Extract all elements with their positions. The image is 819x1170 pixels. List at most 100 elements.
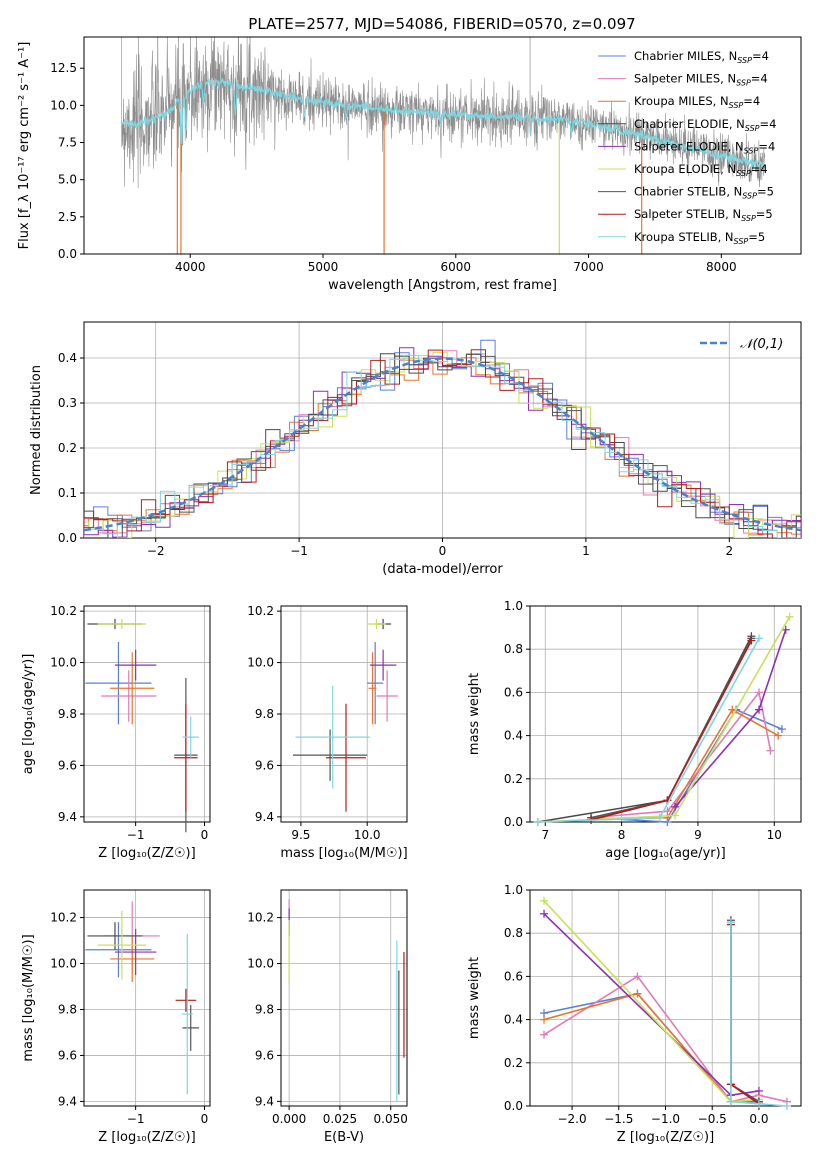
x-tick-label: −1: [127, 1112, 145, 1126]
mass-weight-point-marker: [781, 625, 790, 634]
legend-subscript: SSP: [734, 237, 749, 246]
y-tick-label: 0.2: [58, 441, 77, 455]
residual-plot-area: [84, 339, 801, 538]
mass-weight-series-line: [537, 616, 791, 823]
x-tick-label: 10.0: [354, 828, 381, 842]
y-tick-label: 9.4: [58, 1094, 77, 1108]
y-tick-label: 7.5: [58, 136, 77, 150]
y-axis-label: age [log₁₀(age/yr)]: [21, 654, 36, 775]
mass-weight-point-marker: [755, 705, 764, 714]
y-tick-label: 12.5: [50, 61, 77, 75]
mass-weight-point-marker: [754, 1086, 763, 1095]
x-axis-label: Z [log₁₀(Z/Z☉)]: [617, 1130, 714, 1145]
mass-weight-series-line: [730, 922, 788, 1107]
mass-weight-point-marker: [755, 688, 764, 697]
mass-weight-point-marker: [663, 813, 672, 822]
y-tick-label: 0.3: [58, 396, 77, 410]
residual-histogram-series: [84, 354, 801, 538]
mass-weight-point-marker: [540, 1015, 549, 1024]
mass-weight-point-marker: [747, 636, 756, 645]
x-tick-label: 0.000: [272, 1112, 306, 1126]
x-axis-label: Z [log₁₀(Z/Z☉)]: [98, 1130, 195, 1145]
y-tick-label: 9.8: [58, 707, 77, 721]
y-tick-label: 9.6: [255, 758, 274, 772]
mass-weight-point-marker: [777, 725, 786, 734]
x-tick-label: 8: [618, 828, 626, 842]
mass-weight-point-marker: [540, 1030, 549, 1039]
legend-label: Kroupa MILES, NSSP=4: [634, 94, 760, 110]
mass-weight-point-marker: [728, 705, 737, 714]
x-tick-label: 7: [541, 828, 549, 842]
x-axis-label: mass [log₁₀(M/M☉)]: [280, 846, 407, 861]
y-tick-label: 1.0: [504, 883, 523, 897]
mass-weight-series-line: [730, 920, 760, 1103]
x-tick-label: 0.050: [374, 1112, 408, 1126]
z-weight-panel: −2.0 −1.5 −1.0 −0.5 0.0 0.0 0.2 0.4 0.6 0.8 1.0 Z […: [467, 883, 802, 1145]
x-tick-label: 0: [439, 544, 447, 558]
x-axis-label: wavelength [Angstrom, rest frame]: [328, 278, 557, 293]
residual-histogram-series: [84, 349, 801, 538]
y-tick-label: 9.6: [58, 758, 77, 772]
legend-label: Kroupa ELODIE, NSSP=4: [634, 162, 768, 178]
x-tick-label: −1: [290, 544, 308, 558]
y-tick-label: 10.2: [247, 911, 274, 925]
x-tick-label: 7000: [573, 260, 604, 274]
x-tick-label: 6000: [441, 260, 472, 274]
y-tick-label: 0.4: [504, 729, 523, 743]
legend-subscript: SSP: [736, 169, 751, 178]
legend-subscript: SSP: [741, 214, 756, 223]
z-age-panel: −1 0 9.4 9.6 9.8 10.0 10.2 Z [log₁₀(Z/Z☉)] age […: [21, 604, 211, 861]
mass-weight-point-marker: [655, 813, 664, 822]
y-tick-label: 5.0: [58, 173, 77, 187]
legend-subscript: SSP: [729, 101, 744, 110]
legend-value: =5: [757, 185, 774, 199]
legend-subscript: SSP: [742, 192, 757, 201]
mass-weight-series-line: [591, 708, 779, 821]
figure-title: PLATE=2577, MJD=54086, FIBERID=0570, z=0…: [248, 15, 635, 33]
x-tick-label: 8000: [706, 260, 737, 274]
y-tick-label: 10.2: [247, 604, 274, 618]
legend-value: =4: [751, 72, 768, 86]
mass-weight-point-marker: [726, 918, 735, 927]
mass-weight-series-line: [543, 992, 759, 1103]
x-tick-label: 0: [201, 1112, 209, 1126]
legend-subscript: SSP: [744, 146, 759, 155]
y-tick-label: 0.2: [504, 1056, 523, 1070]
normal-distribution-curve: [84, 357, 801, 532]
x-tick-label: 10: [767, 828, 782, 842]
spectrum-panel: 4000 5000 6000 7000 8000 0.0 2.5 5.0 7.5 10.0 12.5…: [17, 36, 802, 293]
x-tick-label: 4000: [175, 260, 206, 274]
mass-weight-series-line: [591, 708, 783, 823]
legend-label: Salpeter STELIB, NSSP=5: [634, 207, 773, 223]
x-tick-label: 0.025: [323, 1112, 357, 1126]
legend-value: =5: [748, 230, 765, 244]
mass-weight-point-marker: [774, 731, 783, 740]
residual-histogram-series: [84, 353, 801, 538]
x-axis-label: Z [log₁₀(Z/Z☉)]: [98, 846, 195, 861]
y-tick-label: 10.0: [50, 957, 77, 971]
y-axis-label: mass weight: [467, 673, 482, 755]
legend-label: Chabrier ELODIE, NSSP=4: [634, 117, 776, 133]
legend-subscript: SSP: [736, 79, 751, 88]
residual-histogram-series: [84, 353, 801, 538]
legend-label: Kroupa STELIB, NSSP=5: [634, 230, 765, 246]
y-tick-label: 9.4: [58, 810, 77, 824]
y-tick-label: 0.6: [504, 685, 523, 699]
y-tick-label: 1.0: [504, 599, 523, 613]
z-mass-panel: −1 0 9.4 9.6 9.8 10.0 10.2 Z [log₁₀(Z/Z☉)] mass …: [21, 889, 211, 1145]
x-axis-label: age [log₁₀(age/yr)]: [605, 846, 726, 861]
axes-frame: [83, 889, 211, 1107]
mass-weight-point-marker: [671, 811, 680, 820]
y-tick-label: 10.0: [247, 957, 274, 971]
mass-weight-series-line: [543, 913, 760, 1097]
x-tick-label: −0.5: [698, 1112, 727, 1126]
y-tick-label: 9.8: [255, 707, 274, 721]
legend-label: 𝒩(0,1): [740, 337, 783, 352]
legend-label: Chabrier STELIB, NSSP=5: [634, 185, 774, 201]
observed-spectrum-line: [120, 37, 766, 189]
legend-label: Chabrier MILES, NSSP=4: [634, 49, 769, 65]
y-tick-label: 2.5: [58, 210, 77, 224]
x-tick-label: −1.0: [651, 1112, 680, 1126]
x-tick-label: 9: [694, 828, 702, 842]
x-tick-label: −2: [147, 544, 165, 558]
